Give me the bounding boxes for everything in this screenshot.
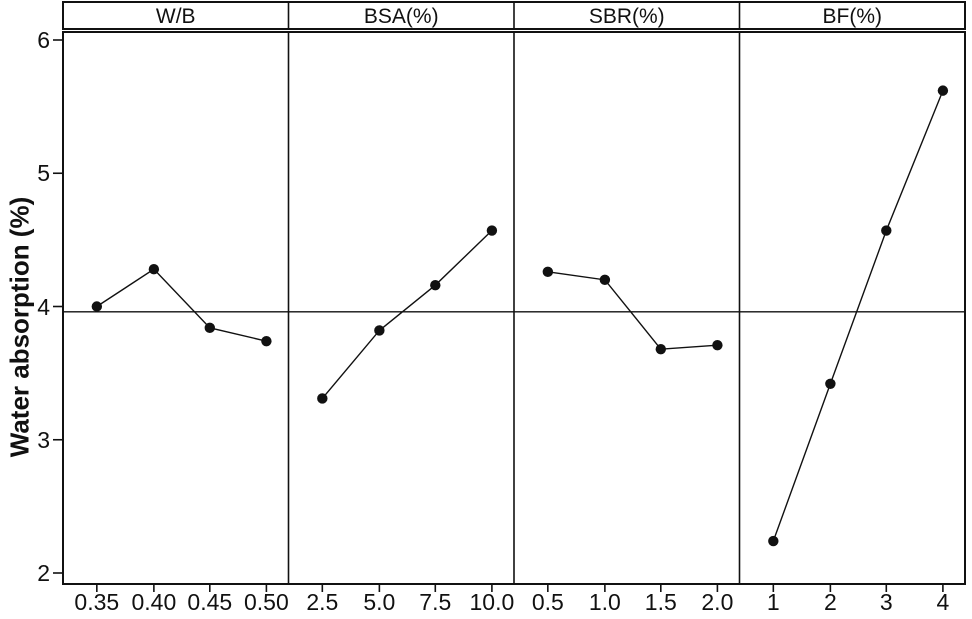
series-line-BSA(%) xyxy=(321,230,493,399)
x-tick-label: 5.0 xyxy=(363,589,396,615)
data-point-marker xyxy=(91,301,103,312)
data-point-marker xyxy=(937,85,949,96)
x-tick-label: 2.0 xyxy=(701,589,734,615)
y-tick-label: 2 xyxy=(37,560,50,586)
x-tick-label: 2 xyxy=(823,589,837,615)
panel-header-2: SBR(%) xyxy=(588,5,665,28)
series-line-W/B xyxy=(96,268,267,342)
x-tick-label: 3 xyxy=(879,589,893,615)
panel-header-3: BF(%) xyxy=(822,5,883,28)
data-point-marker xyxy=(374,325,385,336)
x-tick-label: 0.5 xyxy=(531,589,564,615)
x-tick-label: 4 xyxy=(936,589,950,615)
x-tick-label: 1.0 xyxy=(588,589,621,615)
x-tick-label: 0.50 xyxy=(244,589,289,615)
series-line-BF(%) xyxy=(772,90,944,542)
y-tick-label: 6 xyxy=(37,27,50,53)
data-point-marker xyxy=(655,343,667,355)
x-tick-label: 7.5 xyxy=(419,589,452,615)
data-point-marker xyxy=(486,225,498,236)
panel-header-0: W/B xyxy=(155,5,196,28)
series-line-SBR(%) xyxy=(547,271,718,350)
data-point-marker xyxy=(881,225,892,236)
data-point-marker xyxy=(825,378,836,389)
x-tick-label: 0.35 xyxy=(74,589,120,615)
data-point-marker xyxy=(712,339,723,351)
data-point-marker xyxy=(599,274,611,286)
data-point-marker xyxy=(430,279,441,291)
y-tick-label: 3 xyxy=(37,426,50,453)
data-point-marker xyxy=(261,335,272,347)
data-point-marker xyxy=(148,263,160,275)
y-tick-label: 5 xyxy=(37,160,50,187)
panel-header-1: BSA(%) xyxy=(363,5,439,28)
data-point-marker xyxy=(768,535,779,547)
x-tick-label: 10.0 xyxy=(469,589,515,615)
data-point-marker xyxy=(542,266,554,278)
y-tick-label: 4 xyxy=(37,293,50,320)
x-tick-label: 0.40 xyxy=(131,589,177,615)
data-point-marker xyxy=(317,393,328,404)
data-point-marker xyxy=(204,322,216,334)
x-tick-label: 2.5 xyxy=(306,589,339,615)
x-tick-label: 1 xyxy=(766,589,780,615)
x-tick-label: 0.45 xyxy=(187,589,233,615)
x-tick-label: 1.5 xyxy=(644,589,677,615)
